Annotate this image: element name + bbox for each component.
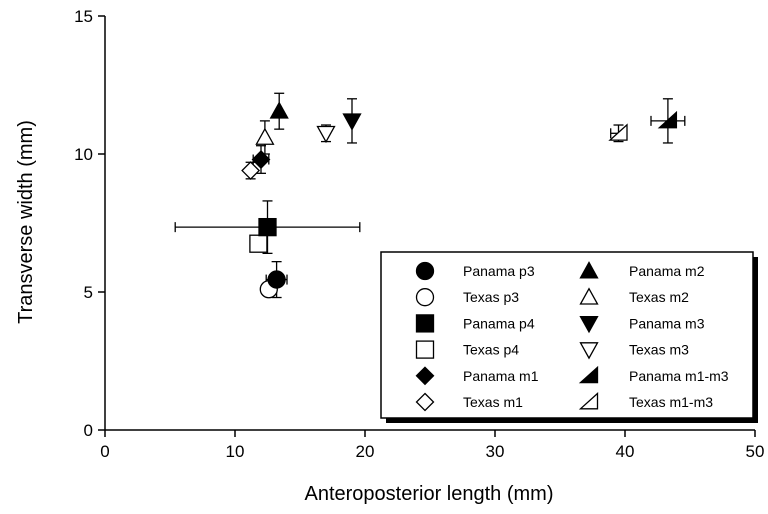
legend-marker-panama-m1 <box>415 366 435 386</box>
y-tick-label: 5 <box>84 283 93 302</box>
legend-box <box>380 251 754 419</box>
legend-label-texas-p4: Texas p4 <box>463 342 519 358</box>
x-tick-label: 20 <box>356 442 375 461</box>
x-axis-label: Anteroposterior length (mm) <box>305 483 554 505</box>
legend-marker-texas-m1 <box>415 392 435 412</box>
panama-p3-point <box>267 270 286 289</box>
texas-m2-point <box>255 127 275 145</box>
data-markers <box>241 101 678 299</box>
panama-m2-point <box>269 101 289 119</box>
legend: Panama p3 Texas p3 Panama p4 Texas p4 Panama… <box>380 251 758 423</box>
legend-label-panama-m1: Panama m1 <box>463 368 539 384</box>
panama-m1-m3-point <box>657 110 678 129</box>
legend-marker-panama-m3 <box>579 315 599 334</box>
legend-label-panama-m2: Panama m2 <box>629 263 705 279</box>
legend-label-texas-m3: Texas m3 <box>629 342 689 358</box>
legend-label-texas-p3: Texas p3 <box>463 289 519 305</box>
y-tick-label: 0 <box>84 421 93 440</box>
legend-marker-panama-m1-m3 <box>578 365 599 384</box>
legend-marker-panama-p4 <box>415 314 435 333</box>
panama-m3-point <box>342 113 362 131</box>
y-tick-label: 15 <box>74 7 93 26</box>
axes: 0 10 20 30 40 50 0 5 10 15 <box>74 7 764 461</box>
x-tick-label: 10 <box>226 442 245 461</box>
texas-m3-point <box>316 125 336 144</box>
legend-label-texas-m1-m3: Texas m1-m3 <box>629 394 713 410</box>
y-tick-label: 10 <box>74 145 93 164</box>
x-tick-label: 0 <box>100 442 109 461</box>
legend-label-texas-m2: Texas m2 <box>629 289 689 305</box>
legend-label-panama-p3: Panama p3 <box>463 263 535 279</box>
legend-label-panama-m3: Panama m3 <box>629 315 705 331</box>
legend-label-panama-p4: Panama p4 <box>463 315 535 331</box>
legend-label-panama-m1-m3: Panama m1-m3 <box>629 368 729 384</box>
legend-marker-panama-p3 <box>415 261 435 281</box>
texas-m1-m3-point <box>608 123 628 141</box>
x-tick-label: 50 <box>746 442 765 461</box>
x-tick-label: 40 <box>616 442 635 461</box>
texas-m1-point <box>241 161 261 180</box>
legend-marker-texas-p4 <box>415 340 435 359</box>
panama-m1-point <box>251 150 271 169</box>
legend-marker-texas-p3 <box>415 288 435 307</box>
legend-marker-texas-m3 <box>579 342 599 360</box>
panama-p4-point <box>258 217 277 237</box>
x-tick-label: 30 <box>486 442 505 461</box>
legend-label-texas-m1: Texas m1 <box>463 394 523 410</box>
legend-marker-texas-m2 <box>579 287 599 305</box>
y-axis-label: Transverse width (mm) <box>15 120 37 324</box>
texas-p4-point <box>249 234 268 253</box>
legend-marker-panama-m2 <box>579 261 599 279</box>
legend-marker-texas-m1-m3 <box>578 392 599 410</box>
